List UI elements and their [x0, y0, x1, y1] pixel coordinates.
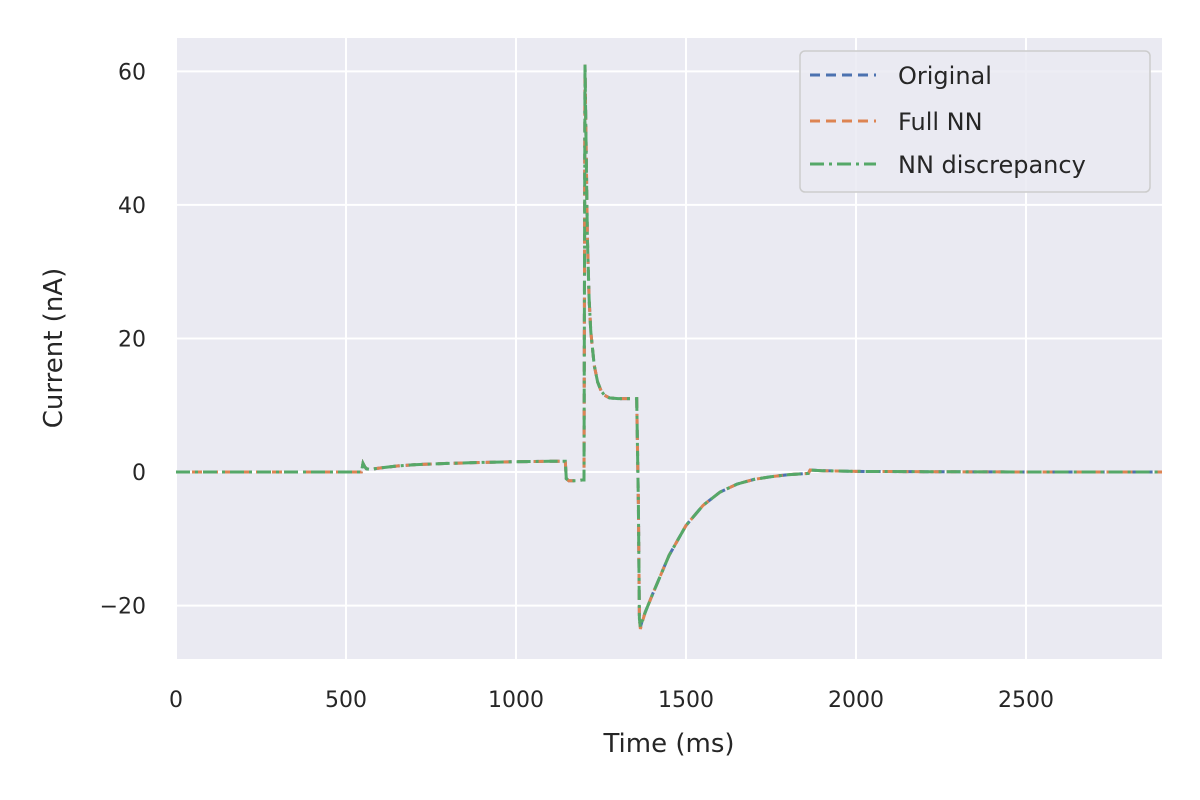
legend-label-nn-discrepancy: NN discrepancy	[898, 151, 1086, 179]
y-tick-label: 60	[118, 60, 146, 85]
x-axis-title: Time (ms)	[602, 729, 734, 759]
x-axis-ticks: 0 500 1000 1500 2000 2500	[169, 688, 1054, 713]
x-tick-label: 500	[325, 688, 367, 713]
y-tick-label: 40	[118, 194, 146, 219]
x-tick-label: 2500	[998, 688, 1054, 713]
legend-box	[799, 50, 1151, 193]
legend-label-original: Original	[898, 62, 992, 90]
x-tick-label: 1000	[488, 688, 544, 713]
legend: Original Full NN NN discrepancy	[799, 50, 1151, 193]
legend-label-full-nn: Full NN	[898, 108, 983, 136]
series-line-nn-discrepancy	[176, 64, 1162, 628]
y-tick-label: −20	[100, 595, 146, 620]
y-tick-label: 0	[132, 461, 146, 486]
x-tick-label: 0	[169, 688, 183, 713]
y-axis-title: Current (nA)	[39, 268, 69, 428]
x-tick-label: 2000	[828, 688, 884, 713]
series-layer	[176, 64, 1162, 630]
y-tick-label: 20	[118, 327, 146, 352]
x-tick-label: 1500	[658, 688, 714, 713]
y-axis-ticks: −20 0 20 40 60	[100, 60, 146, 619]
